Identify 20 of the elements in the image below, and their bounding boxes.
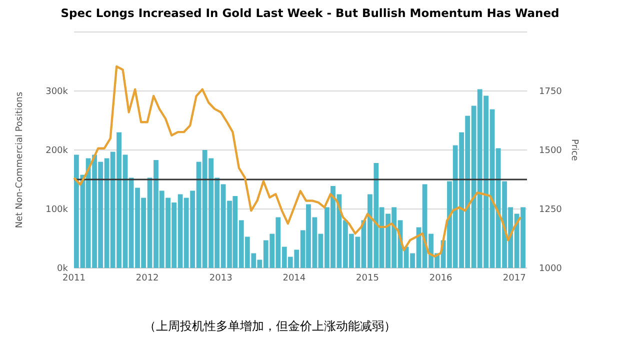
x-tick-label: 2017 <box>502 273 526 284</box>
chart-title: Spec Longs Increased In Gold Last Week - But Bullish Momentum Has Waned <box>60 6 560 20</box>
text: （上周投机性多单增加，但金价上涨动能减弱） <box>144 319 396 333</box>
y-tick-label: 100k <box>46 204 69 215</box>
x-tick-label: 2015 <box>356 273 379 284</box>
y-tick-label: 0k <box>57 264 69 274</box>
x-tick-label: 2013 <box>209 273 232 284</box>
x-tick-label: 2012 <box>136 273 159 284</box>
x-tick-label: 2011 <box>62 273 86 284</box>
y-tick-label: 300k <box>46 86 69 97</box>
y2-tick-label: 1750 <box>539 86 562 97</box>
y2-tick-label: 1000 <box>539 264 562 274</box>
y-tick-label: 200k <box>46 146 69 156</box>
x-tick-label: 2016 <box>429 273 453 284</box>
y2-tick-label: 1500 <box>539 146 562 156</box>
line-series <box>72 65 522 258</box>
x-tick-label: 2014 <box>282 273 306 284</box>
y-axis-title: Net Non-Commercial Positions <box>15 92 25 228</box>
y2-axis-title: Price <box>569 139 579 162</box>
y2-tick-label: 1250 <box>539 204 562 215</box>
